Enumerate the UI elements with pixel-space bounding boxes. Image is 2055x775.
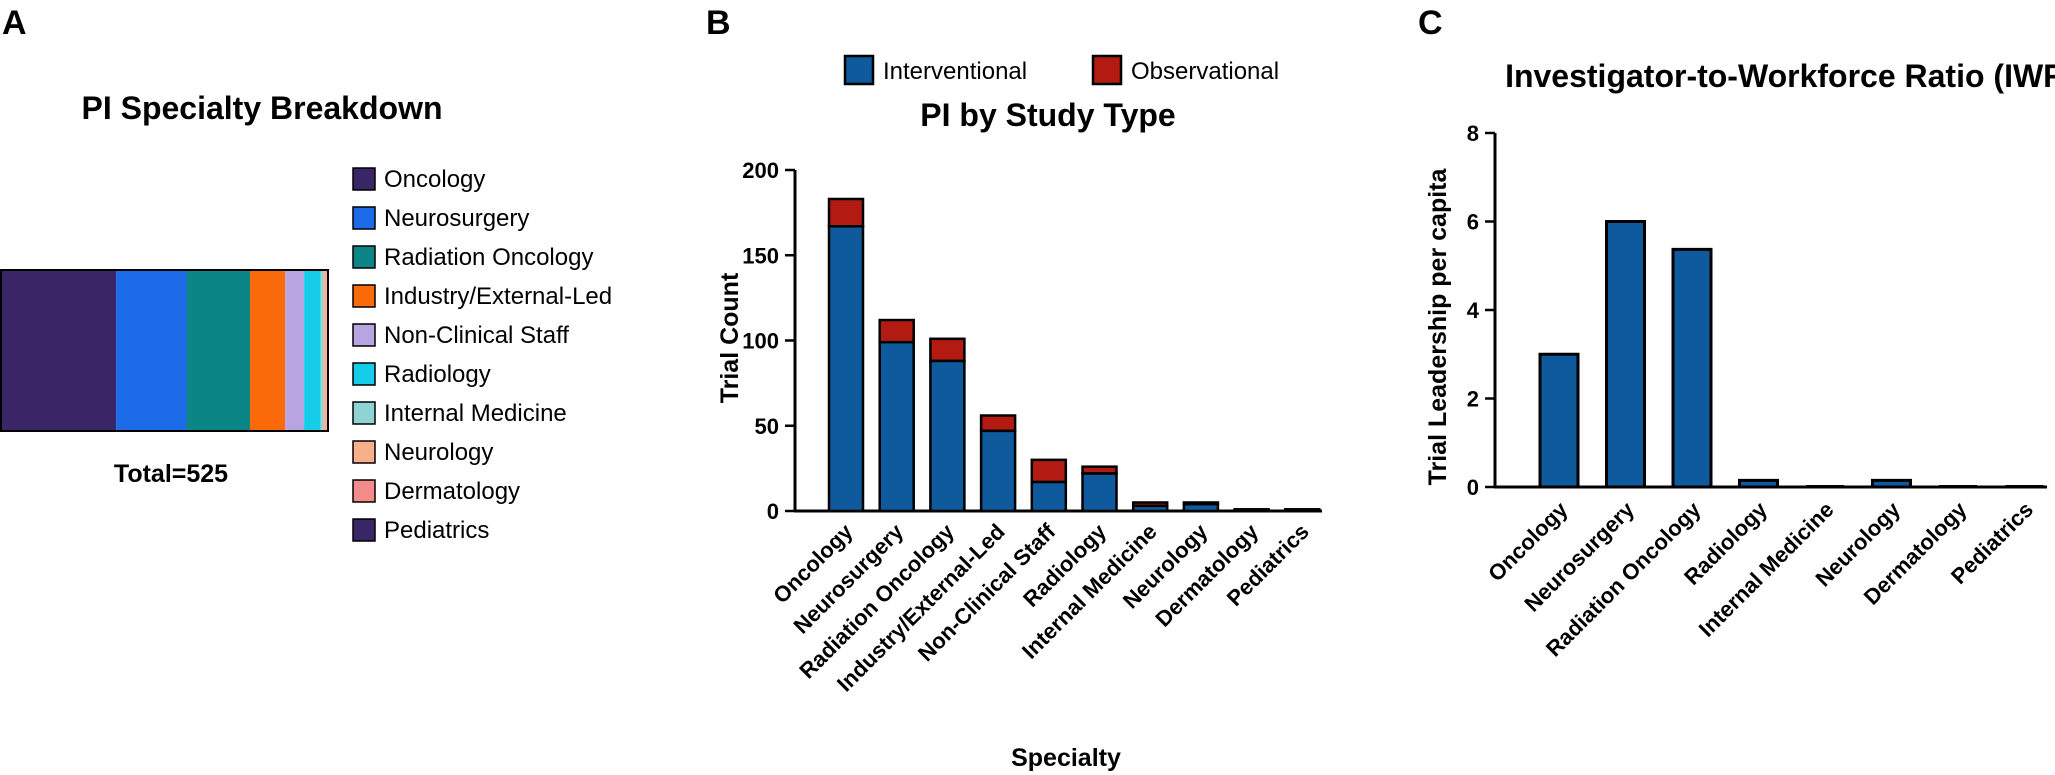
panel-a-legend-swatch-radiology [352,362,376,386]
panel-b-bar-interventional-neurology [1182,502,1220,513]
panel-b-y-tick-label: 150 [742,243,779,268]
panel-b-bar-interventional-dermatology [1233,508,1270,513]
panel-b-title: PI by Study Type [920,97,1175,133]
panel-b-y-axis-label: Trial Count [716,272,744,403]
panel-a-legend-label-oncology: Oncology [384,166,485,193]
panel-b-legend-swatch-interventional [843,54,875,86]
panel-letter-c: C [1418,4,1443,42]
panel-b-y-tick-label: 100 [742,329,779,354]
panel-a-legend-swatch-dermatology [352,479,376,503]
panel-a-legend-label-neurosurgery: Neurosurgery [384,205,529,232]
panel-b-bar-interventional-radiology [1081,472,1118,513]
panel-a-legend-swatch-industry-external-led [352,284,376,308]
panel-c-bar-radiation-oncology [1671,247,1713,489]
panel-b-y-tick-label: 200 [742,158,779,183]
panel-b-bar-interventional-non-clinical-staff [1030,480,1068,513]
panel-b-study-type: Interventional Observational PI by Study … [716,54,1322,772]
panel-a-legend-swatch-pediatrics [352,518,376,542]
panel-a-segment-neurosurgery [116,270,187,431]
panel-b-bar-interventional-pediatrics [1284,508,1321,513]
panel-b-legend-label-observational: Observational [1131,58,1279,85]
panel-a-legend: Oncology Neurosurgery Radiation Oncology In… [352,166,612,544]
panel-b-bar-interventional-industry-external-led [979,429,1017,513]
panel-c-bar-radiology [1738,478,1779,489]
panel-c-bar-neurosurgery [1605,220,1646,489]
panel-a-segment-oncology [1,270,117,431]
panel-a-segment-non-clinical-staff [285,270,305,431]
panel-c-title: Investigator-to-Workforce Ratio (IWR) [1505,58,2055,94]
panel-b-bar-observational-neurosurgery [878,318,915,344]
panel-a-legend-label-internal-medicine: Internal Medicine [384,400,567,427]
panel-a-legend-swatch-internal-medicine [352,401,376,425]
panel-b-x-axis-label: Specialty [1011,744,1121,772]
panel-b-bar-interventional-neurosurgery [878,340,915,513]
panel-a-legend-label-non-clinical-staff: Non-Clinical Staff [384,322,569,349]
panel-b-bar-observational-oncology [827,197,865,228]
panel-b-bar-observational-non-clinical-staff [1030,458,1068,484]
panel-a-legend-label-pediatrics: Pediatrics [384,517,489,544]
panel-a-legend-swatch-non-clinical-staff [352,323,376,347]
panel-a-legend-swatch-radiation-oncology [352,245,376,269]
panel-c-iwr: Investigator-to-Workforce Ratio (IWR) Tr… [1424,58,2055,661]
panel-a-title: PI Specialty Breakdown [81,90,442,126]
panel-b-y-tick-label: 0 [767,499,779,524]
panel-b-bar-interventional-internal-medicine [1131,504,1169,513]
panel-c-y-axis-label: Trial Leadership per capita [1424,168,1452,486]
panel-a-specialty-breakdown: PI Specialty Breakdown Total=525 Oncolog… [0,90,612,544]
panel-c-bar-neurology [1871,478,1912,489]
panel-a-segment-industry-external-led [250,270,286,431]
panel-c-y-tick-label: 6 [1467,210,1479,235]
panel-a-segment-internal-medicine [320,270,324,431]
panel-a-legend-label-industry-external-led: Industry/External-Led [384,283,612,310]
panel-b-legend: Interventional Observational [843,54,1279,86]
panel-a-legend-label-radiation-oncology: Radiation Oncology [384,244,593,271]
panel-b-legend-label-interventional: Interventional [883,58,1027,85]
panel-a-segment-radiation-oncology [186,270,251,431]
panel-b-bar-interventional-radiation-oncology [929,359,966,513]
panel-a-legend-label-neurology: Neurology [384,439,493,466]
panel-letter-b: B [706,4,731,42]
panel-a-bar-outline [0,269,329,432]
panel-a-stacked-bar [1,270,328,431]
panel-a-legend-label-radiology: Radiology [384,361,491,388]
panel-letter-a: A [2,4,27,42]
panel-b-bar-interventional-oncology [827,225,865,513]
panel-c-y-tick-label: 8 [1467,121,1479,146]
panel-b-bar-observational-radiation-oncology [929,337,966,363]
panel-b-y-tick-label: 50 [755,414,779,439]
panel-b-legend-swatch-observational [1091,54,1123,86]
panel-a-legend-swatch-neurology [352,440,376,464]
panel-a-legend-swatch-oncology [352,167,376,191]
panel-a-total-annotation: Total=525 [114,460,228,488]
panel-c-y-tick-label: 2 [1467,387,1479,412]
panel-c-y-tick-label: 0 [1467,475,1479,500]
panel-c-y-tick-label: 4 [1467,298,1480,323]
panel-a-legend-label-dermatology: Dermatology [384,478,520,505]
panel-c-bar-oncology [1538,352,1580,489]
panel-a-legend-swatch-neurosurgery [352,206,376,230]
panel-a-segment-neurology [323,270,327,431]
panel-a-segment-radiology [304,270,321,431]
panel-b-bar-observational-industry-external-led [979,414,1017,433]
